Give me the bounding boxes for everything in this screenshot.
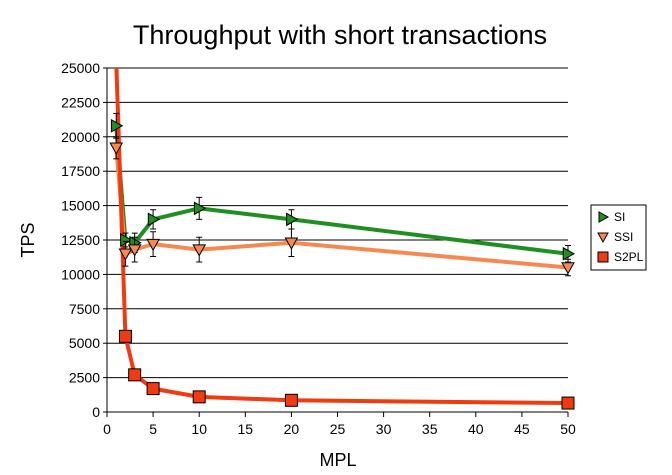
x-tick-label: 0 — [103, 421, 111, 437]
y-tick-label: 5000 — [69, 335, 100, 351]
marker-layer — [109, 112, 576, 410]
x-tick-label: 30 — [376, 421, 392, 437]
axes: 0 2500 5000 7500 10000 12500 15000 17500 20000 22… — [61, 60, 576, 437]
marker-si — [147, 212, 161, 227]
x-tick-label: 35 — [422, 421, 438, 437]
x-tick-label: 20 — [284, 421, 300, 437]
x-tick-label: 25 — [330, 421, 346, 437]
x-tick-label: 5 — [149, 421, 157, 437]
marker-si — [120, 233, 133, 247]
y-tick-label: 12500 — [61, 232, 100, 248]
x-axis-label: MPL — [319, 450, 356, 470]
legend-marker-s2pl — [597, 251, 609, 263]
marker-s2pl — [284, 393, 298, 407]
series-line-s2pl — [114, 68, 568, 406]
marker-ssi — [127, 244, 142, 257]
legend-marker-si — [598, 211, 610, 223]
legend-label-ssi: SSI — [614, 230, 633, 244]
marker-s2pl — [192, 390, 206, 404]
y-tick-label: 2500 — [69, 370, 100, 386]
marker-ssi — [561, 262, 575, 275]
legend-label-si: SI — [614, 210, 625, 224]
y-tick-label: 7500 — [69, 301, 100, 317]
y-tick-label: 15000 — [61, 198, 100, 214]
y-tick-label: 22500 — [61, 94, 100, 110]
x-tick-label: 45 — [514, 421, 530, 437]
marker-s2pl — [128, 368, 142, 382]
series-line-ssi — [114, 145, 568, 270]
marker-s2pl — [118, 329, 132, 343]
x-tick-label: 10 — [191, 421, 207, 437]
legend-marker-ssi — [597, 232, 609, 244]
y-tick-label: 10000 — [61, 266, 100, 282]
y-axis-label: TPS — [18, 222, 38, 257]
chart-title: Throughput with short transactions — [133, 20, 547, 50]
marker-ssi — [146, 238, 160, 252]
y-tick-label: 0 — [92, 404, 100, 420]
x-tick-label: 40 — [468, 421, 484, 437]
marker-ssi — [192, 244, 207, 257]
x-tick-label: 50 — [560, 421, 576, 437]
y-tick-label: 25000 — [61, 60, 100, 76]
marker-si — [286, 212, 299, 227]
y-tick-label: 17500 — [61, 163, 100, 179]
marker-si — [110, 118, 124, 133]
legend-label-s2pl: S2PL — [614, 250, 644, 264]
grid-lines — [107, 67, 568, 379]
marker-si — [193, 201, 207, 216]
marker-s2pl — [561, 396, 575, 410]
legend: SI SSI S2PL — [590, 204, 647, 271]
y-tick-label: 20000 — [61, 129, 100, 145]
series-layer — [114, 68, 568, 406]
marker-ssi — [109, 142, 124, 155]
x-tick-label: 15 — [238, 421, 254, 437]
marker-si — [562, 246, 576, 261]
marker-s2pl — [146, 382, 160, 396]
marker-ssi — [118, 248, 133, 261]
marker-ssi — [284, 237, 299, 250]
series-line-si — [114, 123, 568, 256]
